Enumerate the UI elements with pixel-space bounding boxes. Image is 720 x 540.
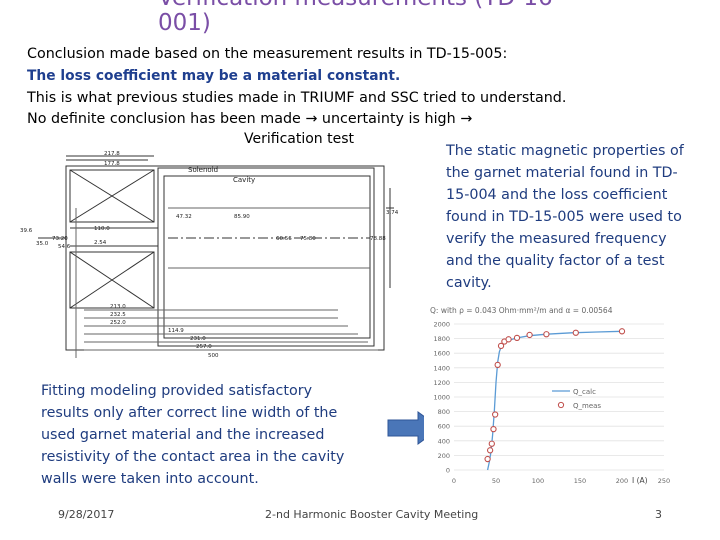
q-meas-point [505,336,512,343]
page-number: 3 [655,508,662,521]
q-meas-point [572,329,579,336]
slide-title: Verification measurements (TD-16-001) [158,0,561,36]
dim-3-74: 3.74 [386,210,399,216]
y-tick-label: 1000 [433,394,450,402]
cavity-label: Cavity [233,176,255,184]
footer-date: 9/28/2017 [58,508,115,521]
y-tick-label: 1400 [433,364,450,372]
dim-257-0: 257.0 [196,344,212,350]
footer-meeting: 2-nd Harmonic Booster Cavity Meeting [265,508,479,521]
x-axis-label: I (A) [632,476,648,485]
q-factor-chart: Q: with ρ = 0.043 Ohm·mm²/m and α = 0.00… [424,298,686,492]
dim-213-0: 213.0 [110,304,126,310]
legend-q-meas-swatch [557,401,565,409]
y-tick-label: 2000 [433,321,450,329]
dim-39-6: 39.6 [20,228,33,234]
q-meas-point [486,447,494,454]
dim-2-54: 2.54 [94,240,107,246]
x-tick-label: 50 [492,477,500,485]
q-meas-point [497,342,505,350]
chart-legend: Q_calc Q_meas [552,388,601,410]
dim-78-88: 78.88 [370,236,386,242]
y-tick-label: 600 [438,423,450,431]
previous-studies-line: This is what previous studies made in TR… [27,90,567,106]
q-meas-point [490,425,497,433]
q-meas-point [494,361,501,369]
y-tick-label: 400 [438,437,450,445]
static-properties-text: The static magnetic properties of the ga… [446,143,684,291]
dim-75-80: 75.80 [300,236,316,242]
solenoid-label: Solenoid [188,166,218,174]
dim-177-8: 177.8 [104,161,120,167]
dim-85-90: 85.90 [234,214,250,220]
x-tick-label: 200 [616,477,628,485]
uncertainty-line: No definite conclusion has been made → u… [27,111,473,127]
dim-114-9: 114.9 [168,328,184,334]
legend-q-meas-label: Q_meas [573,402,601,410]
cavity-drawing: Solenoid Cavity 217.8 177.8 110.0 2.54 4… [20,151,399,359]
dim-110-0: 110.0 [94,226,110,232]
dim-252-0: 252.0 [110,320,126,326]
dim-73-20: 73.20 [52,236,68,242]
dim-231-0: 231.0 [190,336,206,342]
dim-500: 500 [208,353,219,359]
y-tick-label: 1600 [433,350,450,358]
dim-60-56: 60.56 [276,236,292,242]
x-tick-label: 150 [574,477,586,485]
legend-q-calc-label: Q_calc [573,388,596,396]
loss-coefficient-line: The loss coefficient may be a material c… [27,68,401,84]
q-meas-point [488,440,495,447]
y-tick-label: 200 [438,452,450,460]
dim-232-5: 232.5 [110,312,126,318]
x-tick-label: 250 [658,477,670,485]
q-meas-point [618,328,626,335]
dim-35-0: 35.0 [36,241,49,247]
q-meas-point [492,411,499,418]
dim-217-8: 217.8 [104,151,120,157]
y-tick-label: 800 [438,408,450,416]
conclusion-line: Conclusion made based on the measurement… [27,46,508,62]
x-tick-label: 0 [452,477,456,485]
dim-54-6: 54.6 [58,244,71,250]
q-meas-point [484,455,491,463]
x-tick-label: 100 [532,477,544,485]
y-tick-label: 0 [446,467,450,475]
dim-47-32: 47.32 [176,214,192,220]
q-meas-point [513,334,521,342]
verification-test-label: Verification test [244,131,354,147]
y-tick-label: 1200 [433,379,450,387]
q-meas-point [526,331,533,339]
fitting-model-text: Fitting modeling provided satisfactory r… [41,383,345,487]
y-tick-label: 1800 [433,335,450,343]
q-meas-point [543,331,550,338]
chart-title: Q: with ρ = 0.043 Ohm·mm²/m and α = 0.00… [430,306,613,315]
